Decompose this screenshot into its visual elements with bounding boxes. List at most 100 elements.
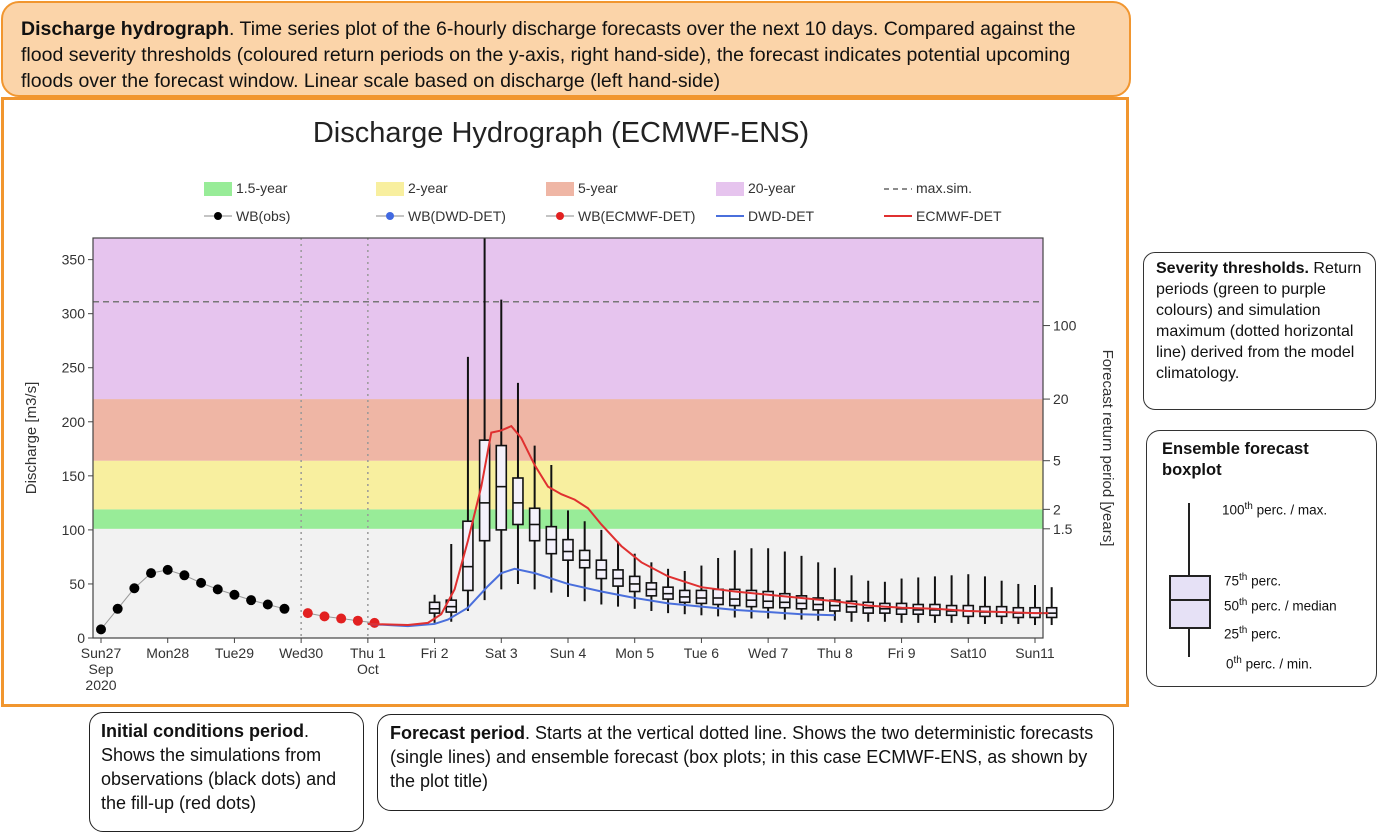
callout-text: . Shows the simulations from observation… (101, 721, 337, 813)
legend-label-20-year: 20-year (748, 180, 796, 196)
legend-label-maxsim: max.sim. (916, 180, 972, 196)
boxplot (745, 548, 758, 619)
boxplot-box (712, 588, 724, 606)
boxplot (845, 575, 858, 622)
legend-swatch-20-year (716, 182, 744, 196)
y-tick-label: 50 (69, 576, 85, 592)
x-tick-label: Oct (357, 661, 379, 677)
series-point-WB(ECMWF-DET) (336, 613, 347, 624)
x-tick-label: Tue 6 (684, 645, 719, 661)
y-axis-right-label: Forecast return period [years] (1099, 350, 1116, 547)
boxplot (545, 465, 558, 593)
boxplot-box (695, 589, 708, 605)
legend-label-WB(ECMWF-DET): WB(ECMWF-DET) (578, 208, 695, 224)
x-tick-label: Mon28 (146, 645, 189, 661)
series-point-WB(obs) (212, 584, 223, 595)
threshold-band-20-year (93, 238, 1043, 400)
callout-title: Ensemble forecast boxplot (1162, 440, 1309, 479)
series-point-WB(ECMWF-DET) (302, 608, 313, 619)
ensemble-boxplot-callout: Ensemble forecast boxplot 100th perc. / … (1146, 430, 1377, 687)
series-point-WB(ECMWF-DET) (369, 617, 380, 628)
x-tick-label: Thu 8 (817, 645, 853, 661)
boxplot (445, 543, 458, 622)
series-point-WB(obs) (162, 564, 173, 575)
right-tick-label: 1.5 (1053, 521, 1073, 537)
legend-swatch-5-year (546, 182, 574, 196)
threshold-band-2-year (93, 460, 1043, 510)
series-point-WB(ECMWF-DET) (352, 615, 363, 626)
boxplot (762, 548, 774, 619)
series-point-WB(obs) (179, 570, 190, 581)
x-tick-label: Wed 7 (748, 645, 788, 661)
callout-title: Initial conditions period (101, 721, 305, 741)
series-point-WB(obs) (112, 603, 123, 614)
boxplot (645, 562, 658, 611)
boxplot (528, 445, 541, 590)
legend-label-2-year: 2-year (408, 180, 448, 196)
boxplot-box (512, 477, 524, 526)
boxplot (812, 562, 824, 621)
chart-frame: Discharge Hydrograph (ECMWF-ENS) 1.5-year… (1, 97, 1129, 707)
boxplot-box (779, 592, 791, 609)
legend-marker-WB(DWD-DET) (386, 212, 394, 220)
y-tick-label: 300 (62, 306, 86, 322)
boxplot (612, 541, 624, 607)
series-point-WB(obs) (229, 589, 240, 600)
threshold-band-5-year (93, 399, 1043, 461)
boxplot (879, 581, 891, 622)
legend-swatch-1.5-year (204, 182, 232, 196)
legend-label-1.5-year: 1.5-year (236, 180, 288, 196)
x-tick-label: Sun27 (81, 645, 122, 661)
boxplot-box (578, 549, 591, 569)
p75-label: 75th perc. (1224, 572, 1282, 589)
y-tick-label: 150 (62, 468, 86, 484)
boxplot (512, 382, 524, 584)
p0-label: 0th perc. / min. (1226, 655, 1313, 672)
right-tick-label: 5 (1053, 453, 1061, 469)
hydrograph-chart: Discharge Hydrograph (ECMWF-ENS) 1.5-year… (23, 117, 1116, 693)
boxplot (678, 570, 691, 615)
callout-text: Return periods (green to purple colours)… (1156, 260, 1362, 382)
right-tick-label: 2 (1053, 501, 1061, 517)
right-tick-label: 100 (1053, 318, 1077, 334)
boxplot-box (495, 444, 508, 531)
x-tick-label: Fri 9 (888, 645, 916, 661)
legend-marker-WB(obs) (214, 212, 222, 220)
legend-label-DWD-DET: DWD-DET (748, 208, 815, 224)
y-tick-label: 100 (62, 522, 86, 538)
boxplot-box (745, 589, 758, 608)
series-point-WB(ECMWF-DET) (319, 611, 330, 622)
y-tick-label: 350 (62, 252, 86, 268)
boxplot (862, 580, 875, 622)
x-tick-label: Sun11 (1015, 645, 1055, 661)
initial-conditions-callout: Initial conditions period. Shows the sim… (89, 712, 364, 832)
x-tick-label: Thu 1 (350, 645, 386, 661)
forecast-period-callout: Forecast period. Starts at the vertical … (377, 714, 1114, 811)
series-point-WB(obs) (246, 595, 257, 606)
legend-label-ECMWF-DET: ECMWF-DET (916, 208, 1002, 224)
boxplot-box (428, 601, 441, 614)
series-point-WB(obs) (279, 603, 290, 614)
p50-label: 50th perc. / median (1224, 597, 1337, 614)
boxplot-box (728, 588, 741, 607)
x-tick-label: Sep (89, 661, 114, 677)
x-tick-label: Wed30 (279, 645, 323, 661)
y-tick-label: 200 (62, 414, 86, 430)
boxplot-box (762, 590, 774, 609)
boxplot-box (795, 595, 808, 610)
boxplot (562, 510, 574, 597)
x-tick-label: 2020 (85, 677, 116, 693)
callout-title: Severity thresholds. (1156, 260, 1309, 277)
callout-title: Forecast period (390, 723, 526, 743)
boxplot (1045, 587, 1058, 626)
x-tick-label: Fri 2 (421, 645, 449, 661)
boxplot (628, 553, 641, 609)
boxplot-box (562, 538, 574, 561)
legend-label-WB(obs): WB(obs) (236, 208, 290, 224)
callout-title: Discharge hydrograph (21, 18, 230, 40)
y-axis-label: Discharge [m3/s] (23, 382, 40, 495)
boxplot (829, 567, 841, 621)
y-tick-label: 0 (77, 630, 85, 646)
y-tick-label: 250 (62, 360, 86, 376)
series-point-WB(obs) (196, 577, 207, 588)
